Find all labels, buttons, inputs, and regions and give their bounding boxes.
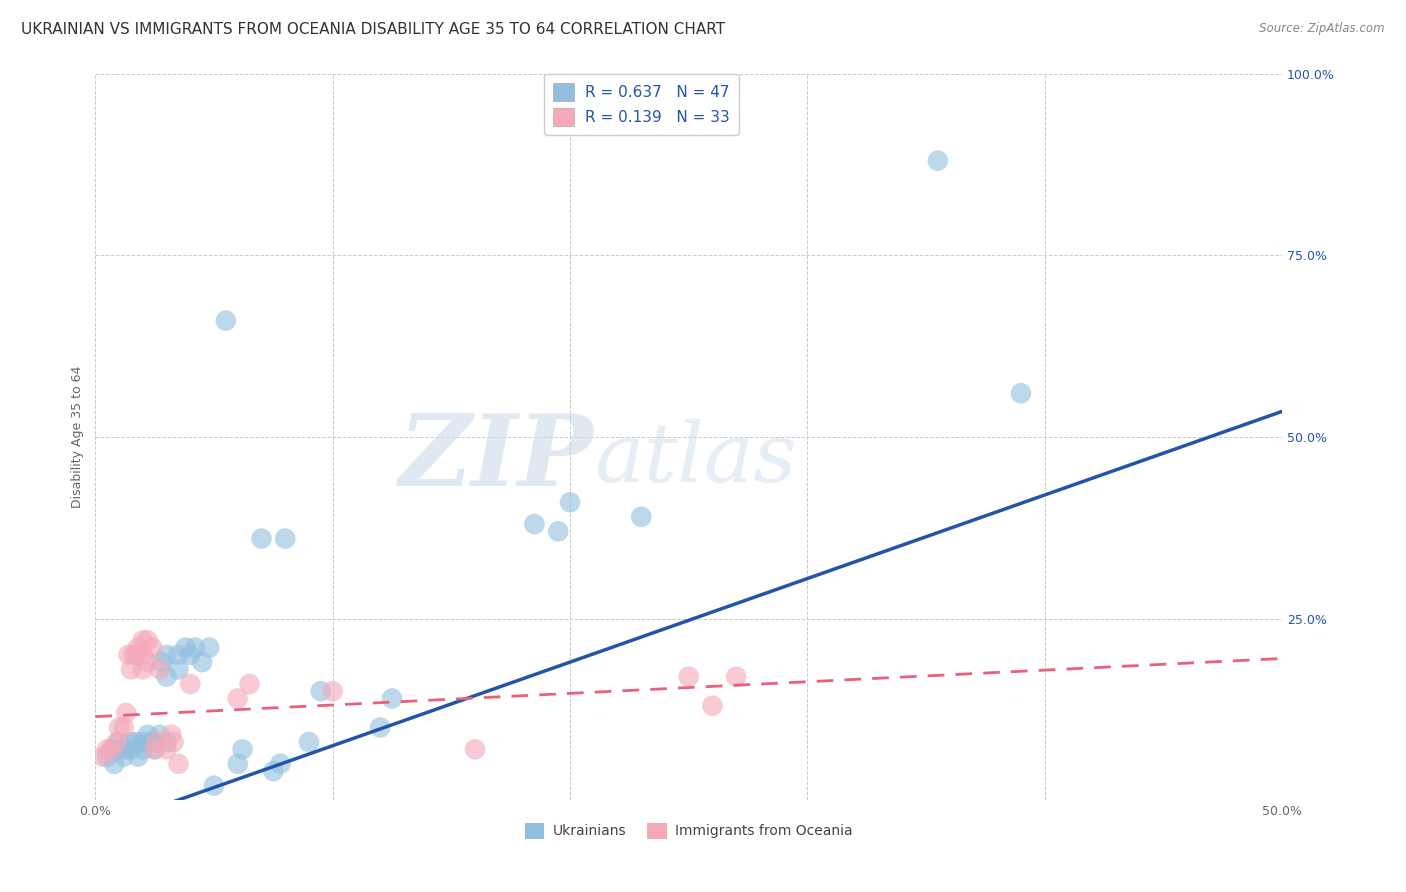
Point [136, 655, 159, 669]
Point [120, 662, 142, 676]
Point [226, 691, 249, 706]
Point [262, 764, 284, 778]
Point [141, 640, 163, 655]
Point [112, 721, 135, 735]
Text: Source: ZipAtlas.com: Source: ZipAtlas.com [1260, 22, 1385, 36]
Point [105, 735, 128, 749]
Point [96, 749, 118, 764]
Point [115, 742, 138, 756]
Point [174, 640, 197, 655]
Point [148, 728, 170, 742]
Point [125, 648, 148, 662]
Point [108, 735, 131, 749]
Point [215, 313, 238, 327]
Point [155, 742, 177, 756]
Point [112, 749, 135, 764]
Point [120, 735, 142, 749]
Point [269, 756, 291, 771]
Text: UKRAINIAN VS IMMIGRANTS FROM OCEANIA DISABILITY AGE 35 TO 64 CORRELATION CHART: UKRAINIAN VS IMMIGRANTS FROM OCEANIA DIS… [21, 22, 725, 37]
Point [163, 735, 186, 749]
Point [184, 640, 207, 655]
Point [132, 633, 155, 648]
Point [309, 684, 332, 698]
Point [108, 742, 131, 756]
Point [368, 721, 391, 735]
Point [127, 640, 149, 655]
Point [101, 742, 124, 756]
Point [231, 742, 253, 756]
Point [558, 495, 581, 509]
Point [143, 742, 166, 756]
Point [155, 648, 177, 662]
Point [927, 153, 949, 168]
Point [136, 728, 159, 742]
Point [322, 684, 344, 698]
Point [239, 677, 262, 691]
Point [226, 756, 249, 771]
Point [146, 735, 169, 749]
Text: ZIP: ZIP [399, 410, 593, 507]
Point [630, 509, 652, 524]
Point [115, 706, 138, 720]
Point [136, 633, 159, 648]
Point [274, 532, 297, 546]
Point [725, 670, 748, 684]
Point [298, 735, 321, 749]
Point [125, 735, 148, 749]
Point [250, 532, 273, 546]
Point [702, 698, 724, 713]
Point [103, 756, 125, 771]
Point [101, 742, 124, 756]
Point [108, 721, 131, 735]
Point [148, 662, 170, 676]
Point [167, 648, 190, 662]
Legend: Ukrainians, Immigrants from Oceania: Ukrainians, Immigrants from Oceania [519, 817, 858, 844]
Point [122, 648, 145, 662]
Point [167, 662, 190, 676]
Point [160, 728, 183, 742]
Point [202, 779, 225, 793]
Point [464, 742, 486, 756]
Point [143, 742, 166, 756]
Point [198, 640, 221, 655]
Point [120, 742, 142, 756]
Point [96, 742, 118, 756]
Point [179, 677, 201, 691]
Point [132, 662, 155, 676]
Point [381, 691, 404, 706]
Point [150, 655, 173, 669]
Point [167, 756, 190, 771]
Point [91, 749, 114, 764]
Point [155, 670, 177, 684]
Point [127, 749, 149, 764]
Point [117, 648, 139, 662]
Point [139, 735, 162, 749]
Point [523, 517, 546, 532]
Point [155, 735, 177, 749]
Y-axis label: Disability Age 35 to 64: Disability Age 35 to 64 [72, 366, 84, 508]
Point [179, 648, 201, 662]
Point [132, 742, 155, 756]
Point [143, 735, 166, 749]
Text: atlas: atlas [593, 418, 796, 499]
Point [191, 655, 214, 669]
Point [132, 735, 155, 749]
Point [1010, 386, 1032, 401]
Point [547, 524, 569, 539]
Point [678, 670, 700, 684]
Point [132, 648, 155, 662]
